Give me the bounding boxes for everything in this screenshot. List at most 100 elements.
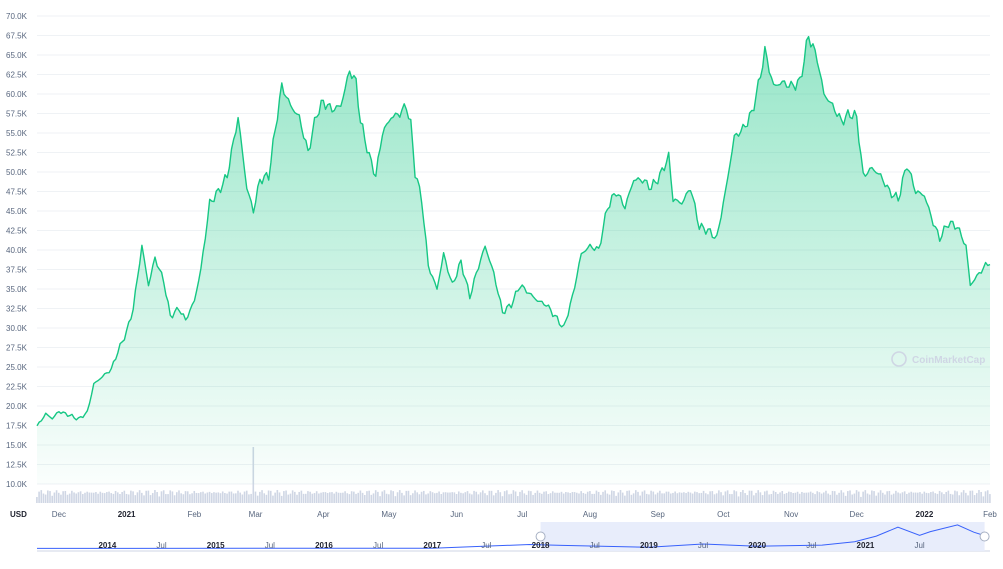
volume-bar (578, 493, 580, 503)
y-tick-label: 35.0K (6, 285, 28, 294)
volume-bar (372, 493, 375, 503)
volume-bar (481, 490, 484, 503)
volume-bar (713, 494, 716, 503)
x-tick-label: Apr (317, 510, 330, 519)
volume-bar (532, 494, 534, 503)
volume-bar (392, 491, 394, 503)
volume-bar (283, 491, 285, 503)
volume-bar (768, 494, 770, 503)
y-tick-label: 47.5K (6, 188, 28, 197)
volume-bar (602, 491, 604, 503)
volume-bar (654, 494, 657, 503)
range-navigator[interactable]: 2014 Jul 2015 Jul 2016 Jul 2017 Jul 2018 Jul 2019 J… (36, 522, 990, 552)
volume-bar (377, 491, 379, 503)
volume-bar (143, 495, 145, 503)
volume-bar (132, 491, 134, 503)
volume-bar (619, 490, 622, 503)
volume-bar (919, 492, 921, 503)
volume-bar (353, 491, 355, 503)
volume-bar (914, 492, 917, 503)
volume-bar (394, 496, 397, 503)
volume-bar (678, 492, 681, 503)
volume-bar (269, 490, 272, 503)
volume-bar (112, 493, 115, 503)
volume-bar (676, 493, 679, 503)
volume-bar (490, 490, 493, 503)
y-tick-label: 25.0K (6, 363, 28, 372)
navigator-tick-label: Jul (373, 541, 383, 550)
volume-bar (55, 490, 58, 503)
volume-bar (385, 493, 388, 503)
volume-bar (363, 495, 366, 503)
volume-bar (947, 490, 950, 503)
volume-bar (897, 492, 899, 503)
volume-bar (750, 490, 753, 503)
volume-bar (92, 492, 95, 503)
volume-bar (565, 492, 567, 503)
volume-bar (125, 493, 128, 503)
volume-bar (873, 491, 875, 503)
volume-bar (429, 491, 432, 503)
volume-bar (866, 493, 869, 503)
volume-bar (818, 492, 821, 503)
volume-bar (154, 490, 156, 503)
y-tick-label: 32.5K (6, 305, 28, 314)
volume-bar (877, 492, 880, 503)
volume-bar (715, 493, 718, 503)
volume-bar (123, 490, 126, 503)
volume-bar (475, 491, 478, 503)
volume-bar (71, 490, 73, 503)
y-tick-label: 42.5K (6, 227, 28, 236)
volume-bar (328, 492, 331, 503)
volume-bar (416, 492, 419, 503)
volume-bar (466, 491, 469, 503)
volume-bar (320, 492, 322, 503)
volume-bar (508, 494, 510, 503)
volume-bar (916, 492, 919, 503)
volume-bar (512, 490, 515, 503)
volume-bar (862, 491, 864, 503)
volume-bar (589, 491, 591, 503)
volume-bar (503, 491, 506, 503)
navigator-left-handle[interactable] (535, 531, 546, 542)
volume-bar (357, 492, 360, 503)
x-tick-label: Feb (983, 510, 997, 519)
volume-bar (962, 490, 965, 503)
volume-bar (903, 491, 906, 503)
volume-bar (663, 493, 666, 503)
volume-bar (495, 492, 497, 503)
volume-bar (418, 494, 421, 503)
volume-bar (831, 490, 834, 503)
volume-bar (97, 493, 99, 503)
volume-bar (265, 494, 268, 503)
volume-bar (232, 493, 235, 503)
navigator-tick-label: Jul (156, 541, 166, 550)
volume-bar (348, 494, 351, 503)
volume-bar (549, 493, 552, 503)
volume-bar (326, 492, 329, 503)
volume-bar (617, 492, 620, 503)
volume-bar (116, 492, 119, 503)
volume-bar (868, 494, 871, 503)
volume-bar (790, 492, 792, 503)
volume-bar (130, 490, 132, 503)
volume-bar (702, 490, 705, 503)
navigator-tick-label: 2014 (98, 541, 116, 550)
volume-bar (742, 490, 744, 503)
volume-bar (820, 493, 823, 503)
volume-bar (425, 494, 427, 503)
navigator-right-handle[interactable] (979, 531, 990, 542)
volume-bar (322, 492, 325, 503)
price-area-fill (37, 36, 990, 484)
volume-bar (64, 490, 67, 503)
volume-bar (403, 495, 405, 503)
volume-bar (313, 493, 316, 503)
volume-bar (580, 491, 582, 503)
volume-bar (604, 490, 607, 503)
volume-bar (689, 492, 692, 503)
volume-bar (739, 492, 742, 503)
volume-bar (344, 491, 346, 503)
volume-bar (798, 493, 801, 503)
volume-bar (744, 493, 746, 503)
volume-bar (468, 493, 471, 503)
